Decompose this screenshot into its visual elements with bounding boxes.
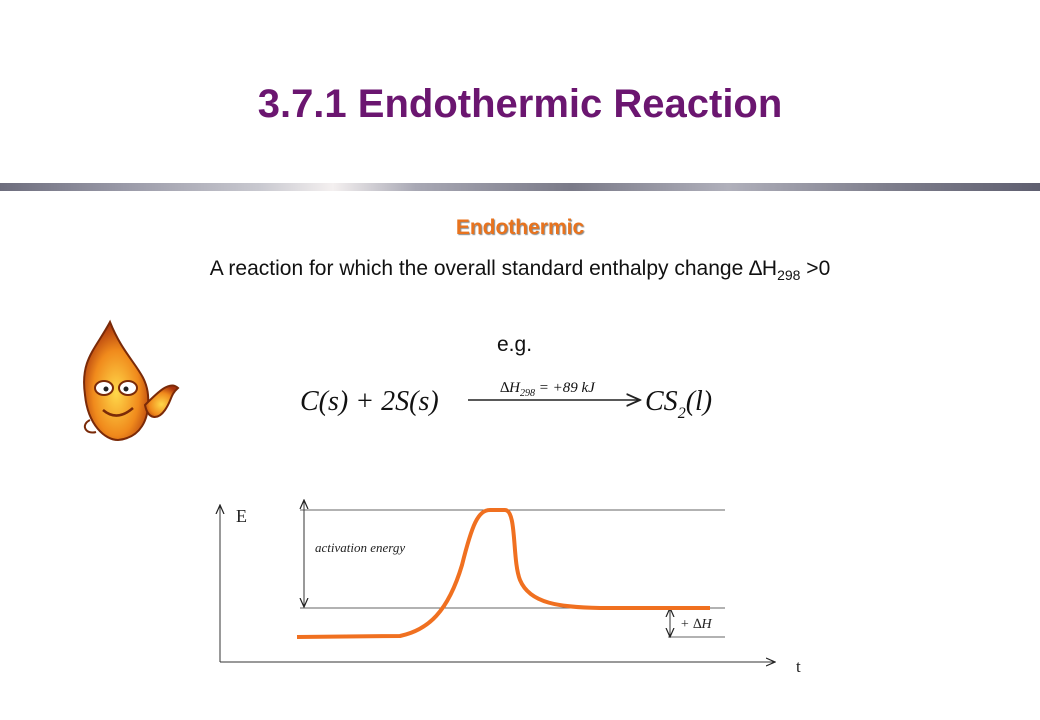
equation: C(s) + 2S(s) ∆H298 = +89 kJ CS2(l) (300, 380, 712, 422)
product: CS (645, 386, 678, 417)
arrow-label-text: ∆H (500, 380, 521, 396)
activation-label: activation energy (315, 540, 405, 555)
definition-text: A reaction for which the overall standar… (209, 257, 778, 280)
definition: A reaction for which the overall standar… (0, 257, 1040, 283)
product-state: (l) (686, 386, 712, 417)
arrow-label-subscript: 298 (520, 388, 535, 399)
arrow-label: ∆H298 = +89 kJ (500, 380, 596, 399)
energy-diagram (220, 500, 775, 662)
divider-band (0, 183, 1040, 191)
product-subscript: 2 (678, 405, 686, 422)
flame-mascot (83, 319, 180, 442)
x-axis-label: t (796, 657, 801, 676)
example-label: e.g. (497, 333, 533, 356)
delta-h-label: + ∆H (680, 617, 713, 632)
definition-subscript: 298 (777, 267, 801, 284)
arrow-label-suffix: = +89 kJ (535, 380, 596, 396)
subtitle: Endothermic (455, 216, 585, 239)
definition-suffix: >0 (800, 257, 831, 280)
slide-title: 3.7.1 Endothermic Reaction (257, 82, 783, 126)
reaction-curve (296, 508, 710, 639)
equation-product: CS2(l) (645, 386, 712, 422)
equation-reactants: C(s) + 2S(s) (300, 386, 439, 417)
y-axis-label: E (236, 506, 247, 526)
